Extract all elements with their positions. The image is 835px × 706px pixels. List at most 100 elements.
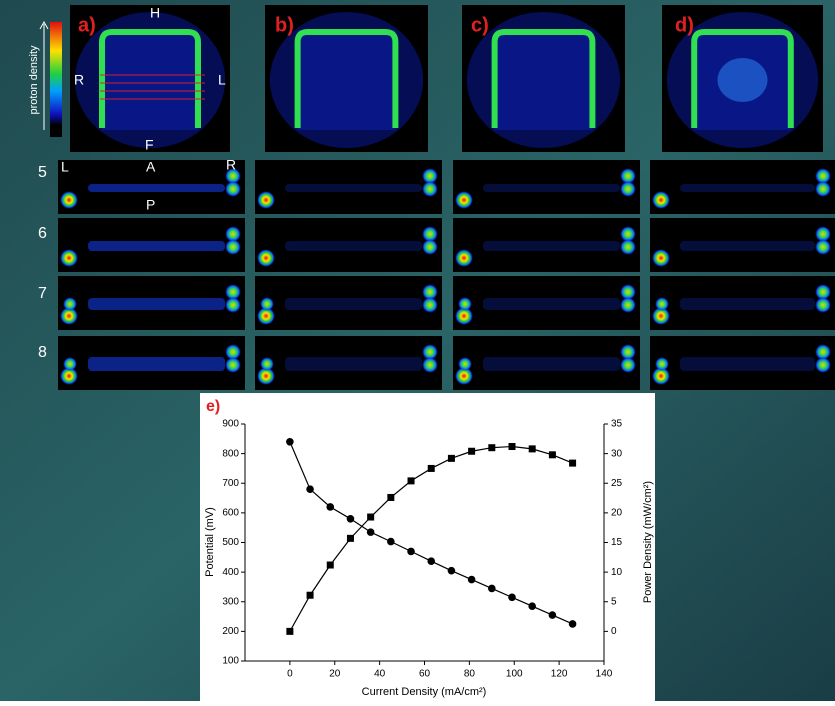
marker xyxy=(549,611,557,619)
y-tick-label: 900 xyxy=(222,419,239,430)
slice-blob xyxy=(655,357,669,371)
marker xyxy=(508,594,516,602)
y2-tick-label: 35 xyxy=(611,419,623,430)
slice-blob xyxy=(620,239,636,255)
marker xyxy=(326,503,334,511)
marker xyxy=(468,448,475,455)
marker xyxy=(549,451,556,458)
slice-streak xyxy=(680,357,815,371)
marker xyxy=(387,494,394,501)
marker xyxy=(468,576,476,584)
slice-blob xyxy=(815,297,831,313)
row-label: 8 xyxy=(38,344,47,361)
x-tick-label: 140 xyxy=(596,669,613,680)
x-tick-label: 0 xyxy=(287,669,293,680)
y2-tick-label: 30 xyxy=(611,448,623,459)
marker xyxy=(488,585,496,593)
slice-blob xyxy=(620,181,636,197)
slice-blob xyxy=(257,191,275,209)
slice-blob xyxy=(652,191,670,209)
slice-blob xyxy=(60,249,78,267)
y-axis-label: Potential (mV) xyxy=(204,507,216,577)
slice-label: R xyxy=(226,157,236,173)
orientation-label: H xyxy=(150,5,160,21)
flow-field xyxy=(102,30,198,130)
slice-label: P xyxy=(146,197,155,213)
x-tick-label: 80 xyxy=(464,669,476,680)
marker xyxy=(528,602,536,610)
x-tick-label: 20 xyxy=(329,669,341,680)
slice-streak xyxy=(483,184,620,192)
marker xyxy=(327,562,334,569)
slice-blob xyxy=(260,357,274,371)
orientation-label: F xyxy=(145,137,154,153)
marker xyxy=(407,548,415,556)
marker xyxy=(448,567,456,575)
slice-blob xyxy=(422,297,438,313)
marker xyxy=(428,465,435,472)
row-label: 5 xyxy=(38,164,47,181)
y2-tick-label: 25 xyxy=(611,478,623,489)
slice-blob xyxy=(652,249,670,267)
y-tick-label: 800 xyxy=(222,448,239,459)
marker xyxy=(529,445,536,452)
slice-blob xyxy=(225,181,241,197)
y2-axis-label: Power Density (mW/cm²) xyxy=(642,481,654,603)
marker xyxy=(427,557,435,565)
slice-blob xyxy=(257,249,275,267)
flow-field xyxy=(298,30,396,130)
marker xyxy=(387,538,395,546)
marker xyxy=(347,535,354,542)
x-tick-label: 100 xyxy=(506,669,523,680)
y2-tick-label: 10 xyxy=(611,567,623,578)
marker xyxy=(408,477,415,484)
panel-label: a) xyxy=(78,14,96,36)
slice-blob xyxy=(458,357,472,371)
slice-label: A xyxy=(146,159,156,175)
x-axis-label: Current Density (mA/cm²) xyxy=(362,686,487,698)
row-label: 6 xyxy=(38,225,47,242)
slice-streak xyxy=(680,241,815,251)
slice-streak xyxy=(680,184,815,192)
slice-blob xyxy=(455,191,473,209)
slice-blob xyxy=(422,181,438,197)
orientation-label: R xyxy=(74,72,84,88)
marker xyxy=(286,628,293,635)
marker xyxy=(367,528,375,536)
slice-blob xyxy=(225,239,241,255)
slice-blob xyxy=(815,181,831,197)
marker xyxy=(286,438,294,446)
marker xyxy=(307,592,314,599)
slice-blob xyxy=(620,297,636,313)
marker xyxy=(488,444,495,451)
slice-blob xyxy=(225,357,241,373)
x-tick-label: 120 xyxy=(551,669,568,680)
y-tick-label: 100 xyxy=(222,656,239,667)
marker xyxy=(448,455,455,462)
orientation-label: L xyxy=(218,72,226,88)
y-tick-label: 300 xyxy=(222,596,239,607)
slice-streak xyxy=(88,357,225,371)
slice-blob xyxy=(63,357,77,371)
colorbar xyxy=(50,22,62,137)
slice-streak xyxy=(483,357,620,371)
panel-label: e) xyxy=(206,398,220,415)
slice-blob xyxy=(815,239,831,255)
marker xyxy=(347,515,355,523)
slice-streak xyxy=(285,184,422,192)
slice-blob xyxy=(225,297,241,313)
y-tick-label: 700 xyxy=(222,478,239,489)
y-tick-label: 200 xyxy=(222,626,239,637)
marker xyxy=(509,443,516,450)
slice-blob xyxy=(620,357,636,373)
x-tick-label: 40 xyxy=(374,669,386,680)
panel-label: c) xyxy=(471,14,489,36)
marker xyxy=(569,460,576,467)
slice-streak xyxy=(88,241,225,251)
y-tick-label: 500 xyxy=(222,537,239,548)
y2-tick-label: 5 xyxy=(611,596,617,607)
slice-blob xyxy=(422,357,438,373)
slice-label: L xyxy=(61,159,69,175)
slice-blob xyxy=(63,297,77,311)
marker xyxy=(306,485,314,493)
